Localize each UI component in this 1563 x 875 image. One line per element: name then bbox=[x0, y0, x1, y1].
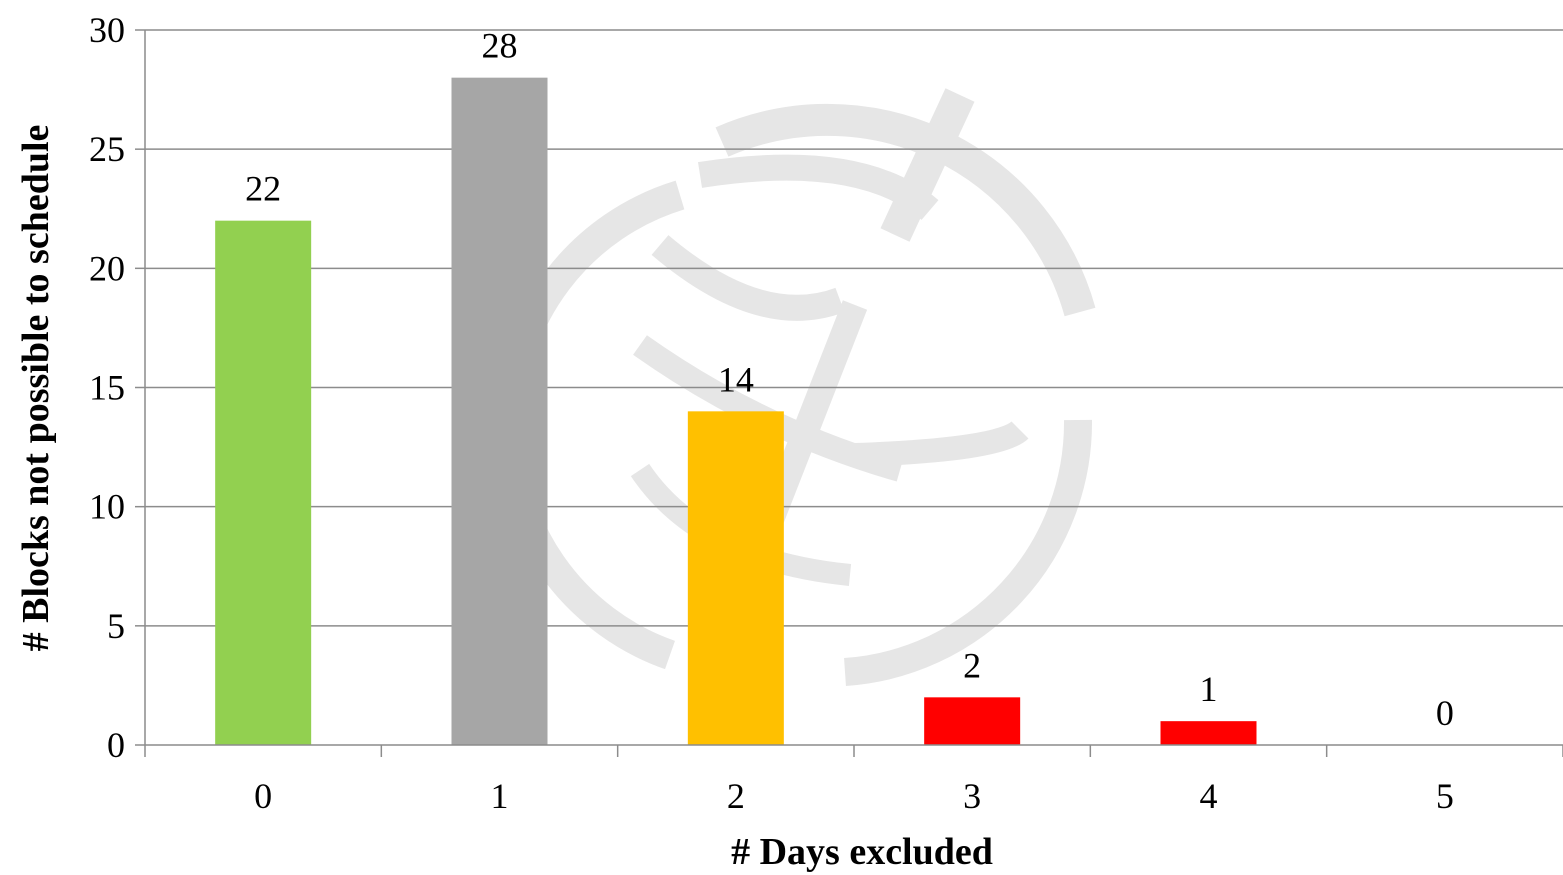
watermark-logo bbox=[493, 88, 1096, 686]
y-tick-label-15: 15 bbox=[89, 368, 125, 408]
data-label-5: 0 bbox=[1436, 693, 1454, 733]
data-label-1: 28 bbox=[482, 26, 518, 66]
bar-2 bbox=[687, 411, 784, 745]
y-tick-label-0: 0 bbox=[107, 725, 125, 765]
y-tick-label-20: 20 bbox=[89, 248, 125, 288]
y-tick-label-10: 10 bbox=[89, 487, 125, 527]
y-tick-label-25: 25 bbox=[89, 129, 125, 169]
y-axis-title: # Blocks not possible to schedule bbox=[15, 125, 57, 652]
data-label-0: 22 bbox=[245, 169, 281, 209]
y-tick-labels: 0 5 10 15 20 25 30 bbox=[89, 10, 125, 765]
bar-0 bbox=[215, 220, 312, 745]
x-tick-label-3: 3 bbox=[963, 776, 981, 816]
data-label-2: 14 bbox=[718, 359, 754, 399]
data-label-4: 1 bbox=[1200, 669, 1218, 709]
x-tick-label-1: 1 bbox=[491, 776, 509, 816]
x-tick-labels: 0 1 2 3 4 5 bbox=[254, 776, 1454, 816]
bar-3 bbox=[924, 697, 1021, 745]
bar-1 bbox=[451, 77, 548, 745]
data-label-3: 2 bbox=[963, 645, 981, 685]
x-tick-label-2: 2 bbox=[727, 776, 745, 816]
axes bbox=[135, 29, 1563, 757]
x-tick-label-4: 4 bbox=[1200, 776, 1218, 816]
bar-4 bbox=[1160, 721, 1257, 745]
x-axis-title: # Days excluded bbox=[731, 831, 993, 873]
x-tick-label-0: 0 bbox=[254, 776, 272, 816]
y-tick-label-30: 30 bbox=[89, 10, 125, 50]
gridlines bbox=[145, 29, 1563, 627]
data-labels: 22 28 14 2 1 0 bbox=[245, 26, 1454, 733]
bars bbox=[215, 77, 1257, 745]
x-tick-label-5: 5 bbox=[1436, 776, 1454, 816]
y-tick-label-5: 5 bbox=[107, 606, 125, 646]
